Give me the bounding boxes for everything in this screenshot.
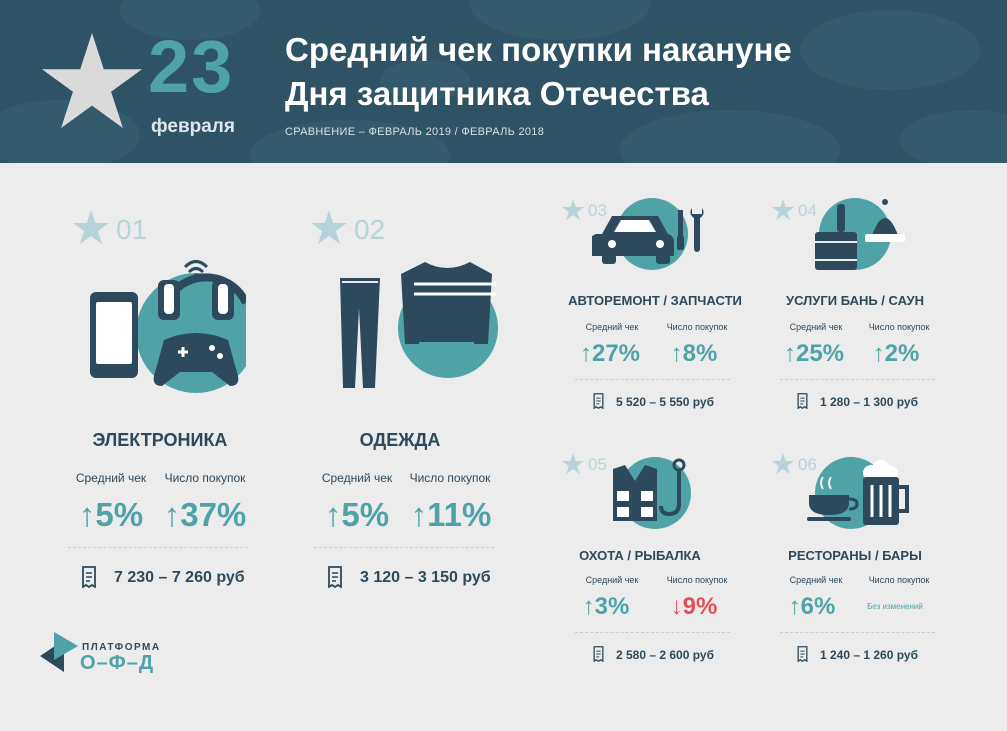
- purchases-label: Число покупок: [409, 471, 491, 485]
- no-change-text: Без изменений: [867, 602, 923, 611]
- receipt-icon: [82, 566, 96, 588]
- hunting-fishing-icon: [613, 457, 691, 529]
- category-title: РЕСТОРАНЫ / БАРЫ: [788, 548, 922, 563]
- receipt-icon: [797, 646, 808, 662]
- avg-check-label: Средний чек: [789, 575, 843, 585]
- car-repair-icon: [592, 198, 704, 270]
- divider: [68, 547, 248, 548]
- ofd-logo-icon: [40, 632, 78, 672]
- star-icon: [42, 33, 142, 128]
- receipt-icon: [593, 393, 604, 409]
- avg-check-label: Средний чек: [75, 471, 147, 485]
- receipt-icon: [593, 646, 604, 662]
- divider: [314, 547, 494, 548]
- divider: [575, 379, 730, 380]
- header-banner: 23 февраля Средний чек покупки накануне …: [0, 0, 1007, 163]
- receipt-icon: [797, 393, 808, 409]
- page-title: Средний чек покупки накануне Дня защитни…: [285, 31, 792, 112]
- receipt-icon: [328, 566, 342, 588]
- purchases-label: Число покупок: [164, 471, 246, 485]
- star-icon: [562, 453, 584, 474]
- restaurant-bar-icon: [807, 457, 909, 529]
- price-range: 1 240 – 1 260 руб: [820, 648, 918, 662]
- date-day: 23: [148, 25, 235, 108]
- category-title: УСЛУГИ БАНЬ / САУН: [786, 293, 924, 308]
- avg-check-value: ↑6%: [788, 593, 836, 620]
- star-icon: [311, 210, 347, 244]
- category-number: 05: [588, 455, 607, 474]
- category-number: 01: [116, 214, 148, 245]
- logo-text: ПЛАТФОРМА: [82, 642, 161, 653]
- category-number: 02: [354, 214, 386, 245]
- star-icon: [772, 453, 794, 474]
- purchases-value: ↑11%: [410, 496, 492, 533]
- date-month: февраля: [151, 116, 235, 137]
- avg-check-value: ↑25%: [783, 340, 845, 367]
- category-title: ОХОТА / РЫБАЛКА: [579, 548, 701, 563]
- purchases-value: ↑2%: [872, 340, 920, 367]
- avg-check-value: ↑27%: [579, 340, 641, 367]
- star-icon: [562, 199, 584, 220]
- avg-check-value: ↑5%: [324, 496, 390, 533]
- avg-check-value: ↑3%: [582, 593, 630, 620]
- star-icon: [73, 210, 109, 244]
- category-title: ЭЛЕКТРОНИКА: [92, 430, 228, 450]
- price-range: 1 280 – 1 300 руб: [820, 395, 918, 409]
- divider: [780, 379, 935, 380]
- avg-check-label: Средний чек: [585, 575, 639, 585]
- price-range: 2 580 – 2 600 руб: [616, 648, 714, 662]
- page-subtitle: СРАВНЕНИЕ – ФЕВРАЛЬ 2019 / ФЕВРАЛЬ 2018: [285, 126, 545, 138]
- divider: [575, 632, 730, 633]
- sauna-icon: [815, 198, 905, 270]
- purchases-value: ↓9%: [670, 593, 718, 620]
- price-range: 7 230 – 7 260 руб: [114, 569, 245, 586]
- purchases-label: Число покупок: [666, 575, 728, 585]
- clothing-icon: [340, 262, 498, 388]
- category-title: ОДЕЖДА: [359, 430, 441, 450]
- avg-check-value: ↑5%: [78, 496, 144, 533]
- avg-check-label: Средний чек: [585, 322, 639, 332]
- category-number: 03: [588, 201, 607, 220]
- category-number: 06: [798, 455, 817, 474]
- category-title: АВТОРЕМОНТ / ЗАПЧАСТИ: [568, 293, 742, 308]
- star-icon: [772, 199, 794, 220]
- logo-text-ofd: О–Ф–Д: [80, 652, 155, 674]
- electronics-icon: [90, 260, 246, 393]
- avg-check-label: Средний чек: [789, 322, 843, 332]
- purchases-label: Число покупок: [666, 322, 728, 332]
- avg-check-label: Средний чек: [321, 471, 393, 485]
- divider: [780, 632, 935, 633]
- purchases-value: ↑37%: [163, 496, 247, 533]
- purchases-value: ↑8%: [670, 340, 718, 367]
- purchases-label: Число покупок: [868, 575, 930, 585]
- category-number: 04: [798, 201, 817, 220]
- price-range: 5 520 – 5 550 руб: [616, 395, 714, 409]
- purchases-label: Число покупок: [868, 322, 930, 332]
- price-range: 3 120 – 3 150 руб: [360, 569, 491, 586]
